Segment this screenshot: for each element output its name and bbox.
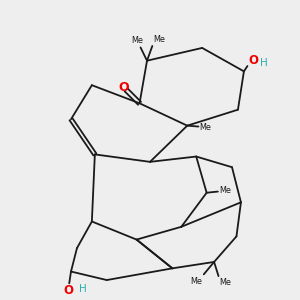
Text: Me: Me — [219, 278, 231, 287]
Text: H: H — [260, 58, 268, 68]
Text: Me: Me — [190, 277, 202, 286]
Text: O: O — [118, 81, 129, 94]
Text: H: H — [79, 284, 87, 295]
Text: Me: Me — [200, 123, 211, 132]
Text: Me: Me — [154, 34, 165, 43]
Text: O: O — [248, 54, 258, 67]
Text: Me: Me — [219, 187, 231, 196]
Text: Me: Me — [132, 36, 143, 45]
Text: O: O — [63, 284, 73, 297]
